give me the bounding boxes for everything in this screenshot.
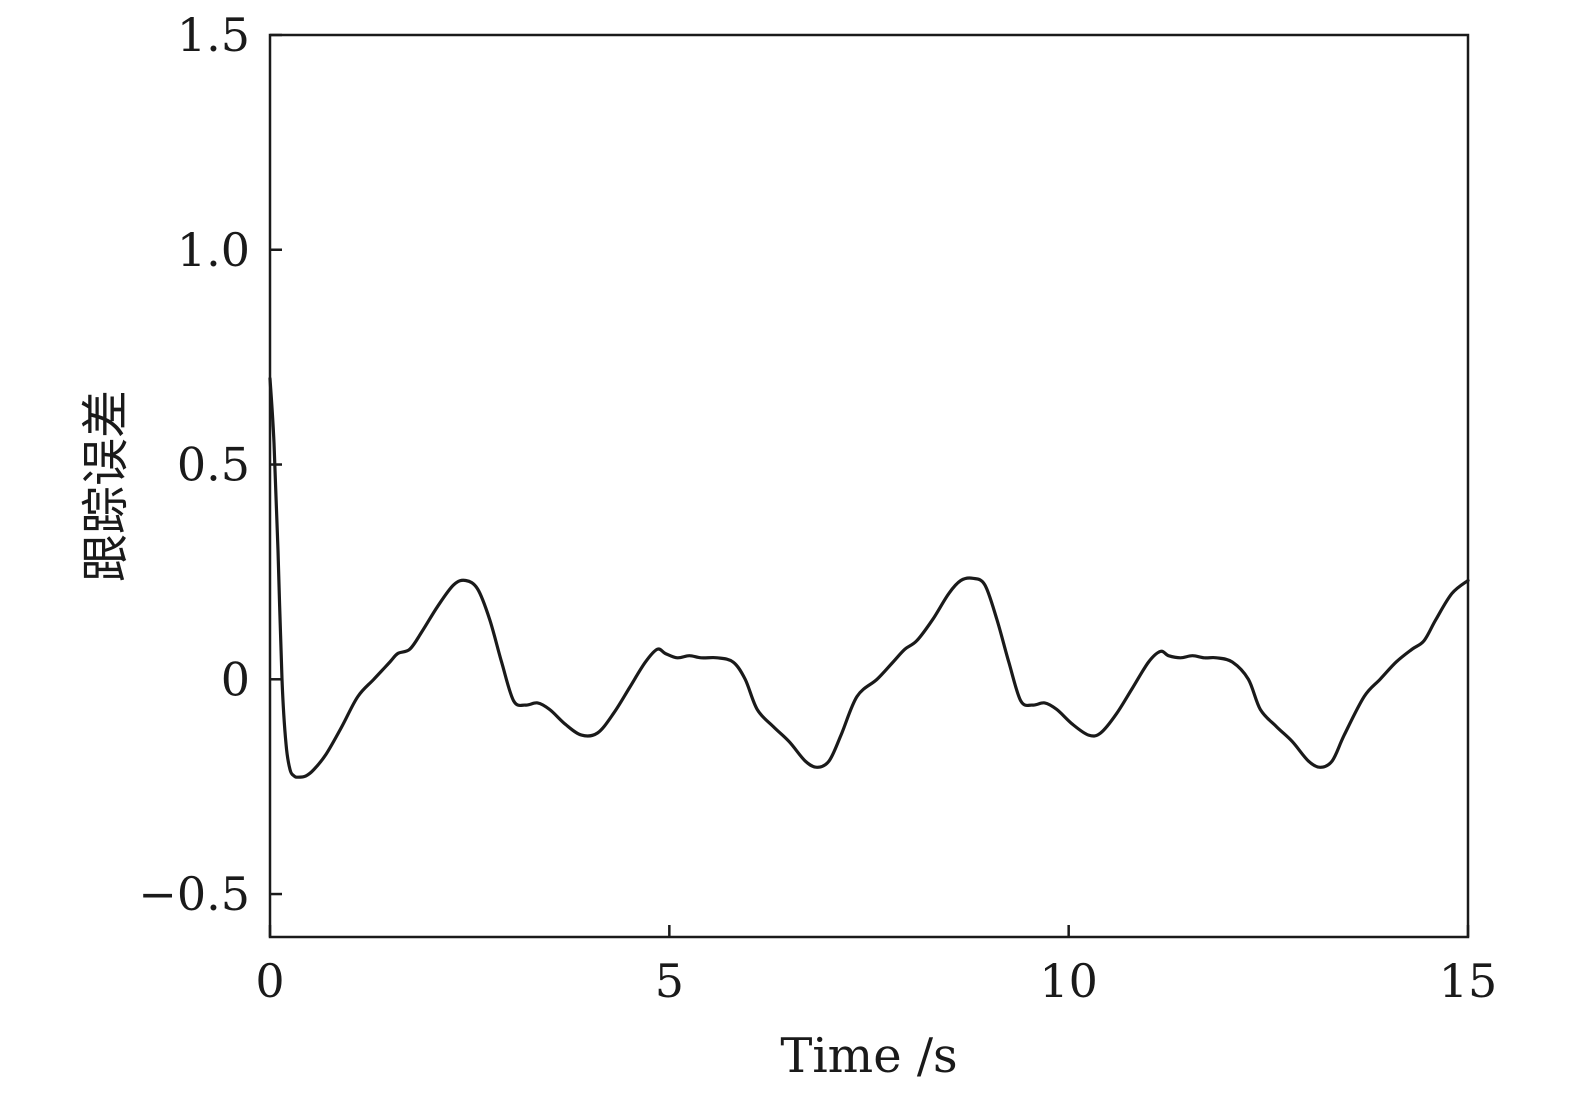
series-line bbox=[268, 377, 1470, 779]
x-tick-label: 10 bbox=[1039, 954, 1098, 1008]
y-tick-label: 1.5 bbox=[177, 8, 250, 62]
plot-frame bbox=[268, 33, 1470, 939]
x-tick-label: 15 bbox=[1439, 954, 1498, 1008]
y-axis-title: 跟踪误差 bbox=[78, 390, 134, 582]
y-tick-label: −0.5 bbox=[138, 867, 250, 921]
ticks-layer bbox=[268, 33, 1470, 937]
series-layer bbox=[268, 377, 1470, 779]
x-tick-label: 5 bbox=[655, 954, 684, 1008]
x-tick-label: 0 bbox=[255, 954, 284, 1008]
y-tick-label: 0.5 bbox=[177, 438, 250, 492]
x-axis-title: Time /s bbox=[780, 1028, 957, 1084]
y-tick-label: 1.0 bbox=[177, 223, 250, 277]
tick-labels-layer: 0 5 10 15−0.500.51.01.5 bbox=[138, 8, 1497, 1008]
y-tick-label: 0 bbox=[221, 652, 250, 706]
